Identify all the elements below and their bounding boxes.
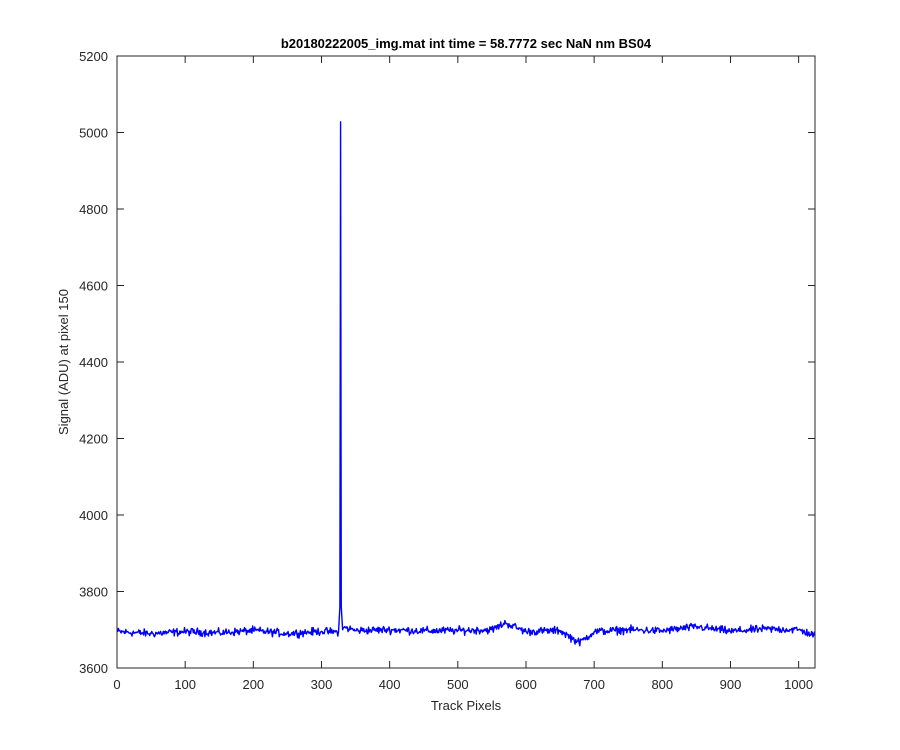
x-tick-label: 700 — [583, 677, 605, 692]
x-tick-label: 400 — [379, 677, 401, 692]
y-tick-label: 3800 — [79, 585, 108, 600]
x-tick-label: 0 — [113, 677, 120, 692]
y-tick-label: 4000 — [79, 508, 108, 523]
series-line — [116, 121, 816, 647]
x-axis: 0 100 200 300 400 500 600 700 800 900 1000 — [113, 56, 813, 692]
chart-title: b20180222005_img.mat int time = 58.7772 … — [281, 36, 652, 51]
y-tick-label: 5000 — [79, 126, 108, 141]
axes-background — [117, 56, 815, 668]
series-layer — [116, 121, 816, 647]
x-tick-label: 100 — [174, 677, 196, 692]
x-tick-label: 200 — [242, 677, 264, 692]
y-tick-label: 4800 — [79, 202, 108, 217]
x-tick-label: 800 — [651, 677, 673, 692]
y-axis-label: Signal (ADU) at pixel 150 — [56, 289, 71, 435]
x-tick-label: 1000 — [784, 677, 813, 692]
x-tick-label: 900 — [720, 677, 742, 692]
x-axis-label: Track Pixels — [431, 698, 502, 713]
x-tick-label: 600 — [515, 677, 537, 692]
y-tick-label: 4400 — [79, 355, 108, 370]
x-tick-label: 500 — [447, 677, 469, 692]
y-tick-label: 4200 — [79, 432, 108, 447]
y-axis: 3600 3800 4000 4200 4400 4600 4800 5000 5200 — [79, 49, 815, 676]
y-tick-label: 3600 — [79, 661, 108, 676]
x-tick-label: 300 — [311, 677, 333, 692]
y-tick-label: 5200 — [79, 49, 108, 64]
y-tick-label: 4600 — [79, 279, 108, 294]
